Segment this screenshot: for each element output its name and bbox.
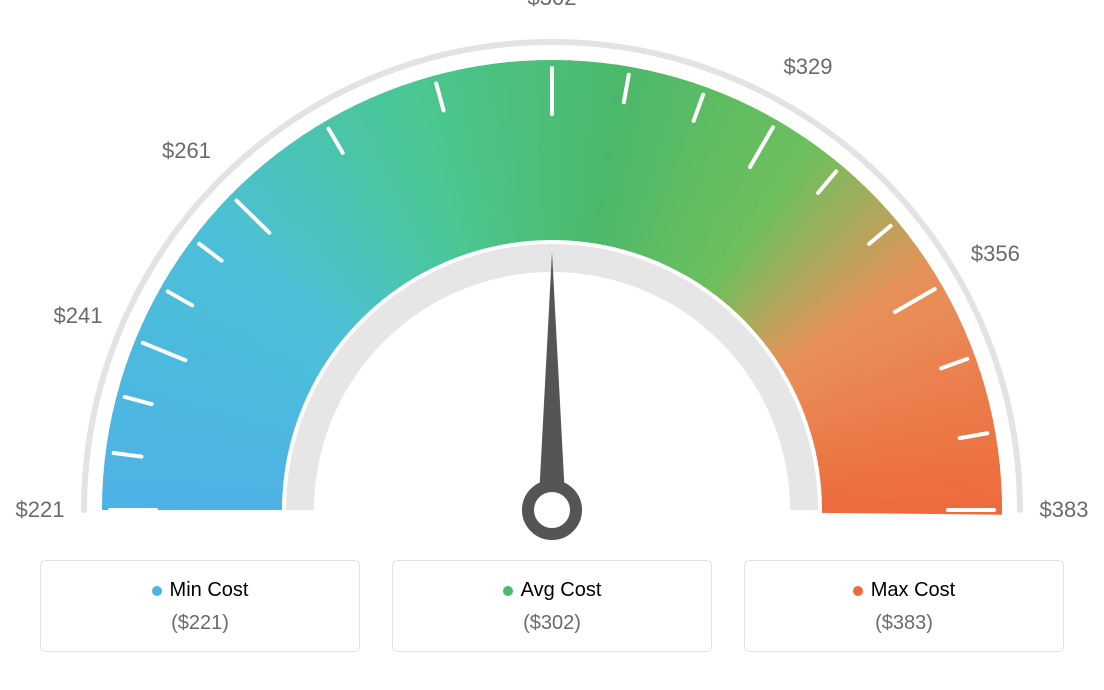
legend-row: Min Cost ($221) Avg Cost ($302) Max Cost… [0, 560, 1104, 672]
legend-title-avg: Avg Cost [503, 579, 602, 602]
legend-title-text: Max Cost [871, 579, 955, 602]
gauge-chart: $221 $241 $261 $302 $329 $356 $383 [0, 0, 1104, 560]
gauge-tick-label: $261 [162, 138, 211, 164]
gauge-tick-label: $302 [528, 0, 577, 11]
gauge-tick-label: $356 [971, 241, 1020, 267]
dot-icon [853, 586, 863, 596]
legend-title-text: Avg Cost [521, 579, 602, 602]
legend-card-max: Max Cost ($383) [744, 560, 1064, 652]
legend-card-avg: Avg Cost ($302) [392, 560, 712, 652]
gauge-tick-label: $241 [54, 303, 103, 329]
dot-icon [152, 586, 162, 596]
legend-title-max: Max Cost [853, 579, 955, 602]
legend-value-avg: ($302) [403, 612, 701, 635]
gauge-tick-label: $221 [16, 497, 65, 523]
dot-icon [503, 586, 513, 596]
legend-title-text: Min Cost [170, 579, 249, 602]
legend-card-min: Min Cost ($221) [40, 560, 360, 652]
legend-value-min: ($221) [51, 612, 349, 635]
legend-title-min: Min Cost [152, 579, 249, 602]
gauge-tick-label: $383 [1040, 497, 1089, 523]
gauge-tick-label: $329 [784, 54, 833, 80]
legend-value-max: ($383) [755, 612, 1053, 635]
gauge-svg [0, 0, 1104, 560]
